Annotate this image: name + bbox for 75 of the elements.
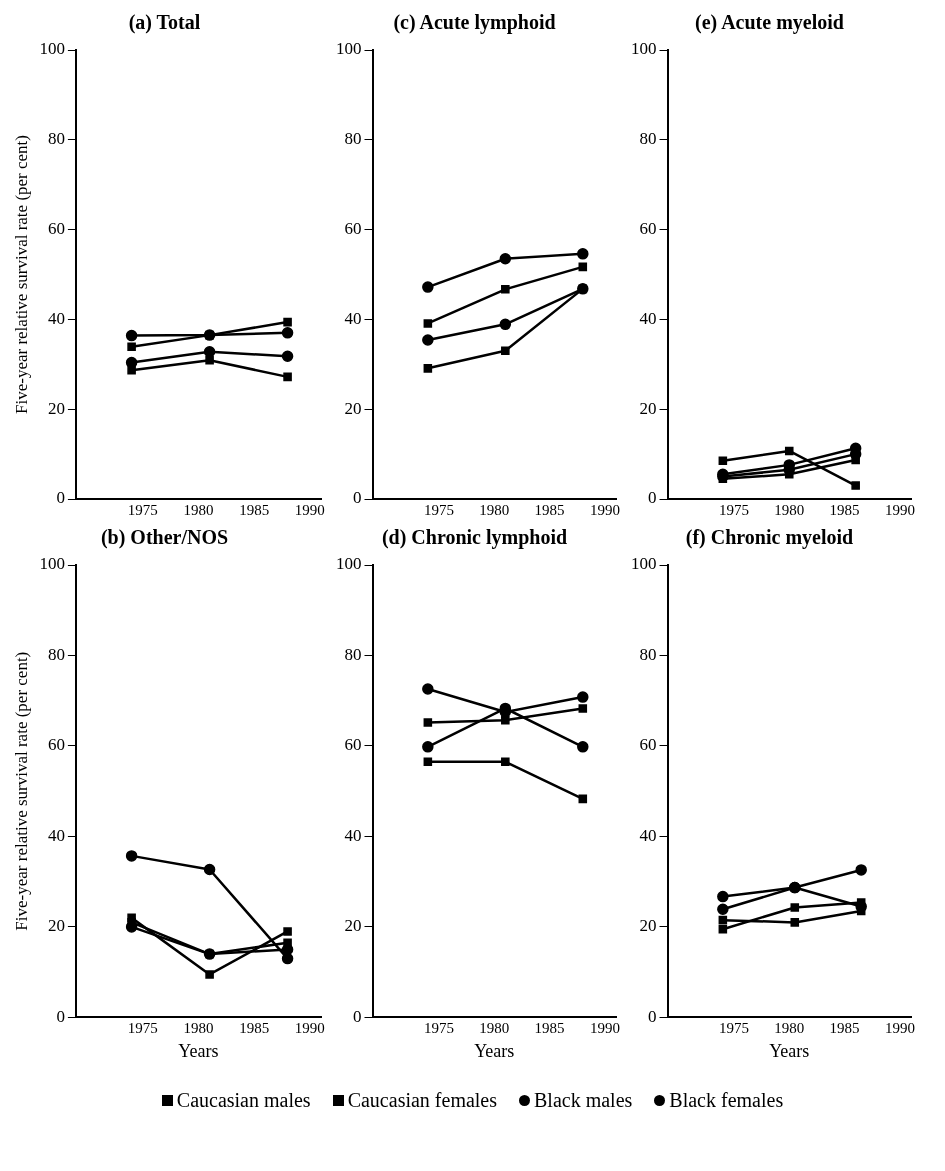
y-tick-label: 60 xyxy=(47,219,65,239)
y-tick-label: 100 xyxy=(631,39,657,59)
y-tick-label: 40 xyxy=(639,308,657,328)
y-axis-title: Five-year relative survival rate (per cent) xyxy=(11,651,31,931)
y-tick-label: 40 xyxy=(47,825,65,845)
x-tick-label: 1990 xyxy=(884,1020,915,1037)
x-tick-label: 1975 xyxy=(127,501,158,518)
y-tick-label: 100 xyxy=(39,39,65,59)
x-axis-title: Years xyxy=(769,1040,810,1061)
x-tick-label: 1975 xyxy=(423,1020,454,1037)
x-tick-label: 1980 xyxy=(183,501,214,518)
x-tick-label: 1985 xyxy=(239,501,270,518)
y-tick-label: 60 xyxy=(344,735,362,755)
y-tick-label: 80 xyxy=(344,644,362,664)
x-tick-label: 1980 xyxy=(183,1020,214,1037)
y-tick-label: 80 xyxy=(344,129,362,149)
chart-title: (d) Chronic lymphoid xyxy=(381,526,568,550)
y-tick-label: 20 xyxy=(47,916,65,936)
x-tick-label: 1980 xyxy=(774,501,805,518)
x-tick-label: 1985 xyxy=(239,1020,270,1037)
x-tick-label: 1990 xyxy=(884,501,915,518)
y-tick-label: 20 xyxy=(47,398,65,418)
y-tick-label: 80 xyxy=(639,644,657,664)
y-tick-label: 40 xyxy=(639,825,657,845)
y-tick-label: 0 xyxy=(353,1006,362,1026)
y-tick-label: 80 xyxy=(639,129,657,149)
y-tick-label: 0 xyxy=(648,1006,657,1026)
x-tick-label: 1990 xyxy=(589,501,620,518)
y-tick-label: 100 xyxy=(336,39,362,59)
legend-label: Caucasian females xyxy=(347,1089,498,1112)
y-tick-label: 40 xyxy=(344,825,362,845)
x-axis-title: Years xyxy=(474,1040,515,1061)
x-tick-label: 1975 xyxy=(718,1020,749,1037)
y-tick-label: 40 xyxy=(47,308,65,328)
x-tick-label: 1980 xyxy=(479,501,510,518)
y-tick-label: 100 xyxy=(631,554,657,574)
y-tick-label: 20 xyxy=(344,398,362,418)
y-axis-title: Five-year relative survival rate (per cent) xyxy=(11,135,31,414)
y-tick-label: 100 xyxy=(336,554,362,574)
chart-title: (b) Other/NOS xyxy=(100,526,229,550)
legend-label: Black males xyxy=(534,1089,633,1112)
x-tick-label: 1990 xyxy=(589,1020,620,1037)
y-tick-label: 0 xyxy=(648,488,657,508)
y-tick-label: 60 xyxy=(344,219,362,239)
y-tick-label: 0 xyxy=(56,1006,65,1026)
y-tick-label: 100 xyxy=(39,554,65,574)
y-tick-label: 40 xyxy=(344,308,362,328)
y-tick-label: 60 xyxy=(47,735,65,755)
x-tick-label: 1985 xyxy=(829,1020,860,1037)
y-tick-label: 80 xyxy=(47,129,65,149)
y-tick-label: 0 xyxy=(56,488,65,508)
x-tick-label: 1985 xyxy=(534,1020,565,1037)
y-tick-label: 20 xyxy=(639,398,657,418)
chart-title: (e) Acute myeloid xyxy=(695,11,844,35)
y-tick-label: 20 xyxy=(344,916,362,936)
x-tick-label: 1975 xyxy=(127,1020,158,1037)
chart-title: (a) Total xyxy=(128,11,201,35)
chart-title: (c) Acute lymphoid xyxy=(393,11,556,35)
y-tick-label: 0 xyxy=(353,488,362,508)
y-tick-label: 80 xyxy=(47,644,65,664)
x-tick-label: 1975 xyxy=(718,501,749,518)
legend-label: Caucasian males xyxy=(176,1089,311,1112)
chart-title: (f) Chronic myeloid xyxy=(685,526,854,550)
x-tick-label: 1980 xyxy=(479,1020,510,1037)
x-axis-title: Years xyxy=(178,1040,219,1061)
y-tick-label: 60 xyxy=(639,219,657,239)
x-tick-label: 1990 xyxy=(294,1020,325,1037)
x-tick-label: 1975 xyxy=(423,501,454,518)
x-tick-label: 1985 xyxy=(534,501,565,518)
x-tick-label: 1990 xyxy=(294,501,325,518)
x-tick-label: 1985 xyxy=(829,501,860,518)
y-tick-label: 20 xyxy=(639,916,657,936)
y-tick-label: 60 xyxy=(639,735,657,755)
legend-label: Black females xyxy=(669,1089,784,1112)
x-tick-label: 1980 xyxy=(774,1020,805,1037)
